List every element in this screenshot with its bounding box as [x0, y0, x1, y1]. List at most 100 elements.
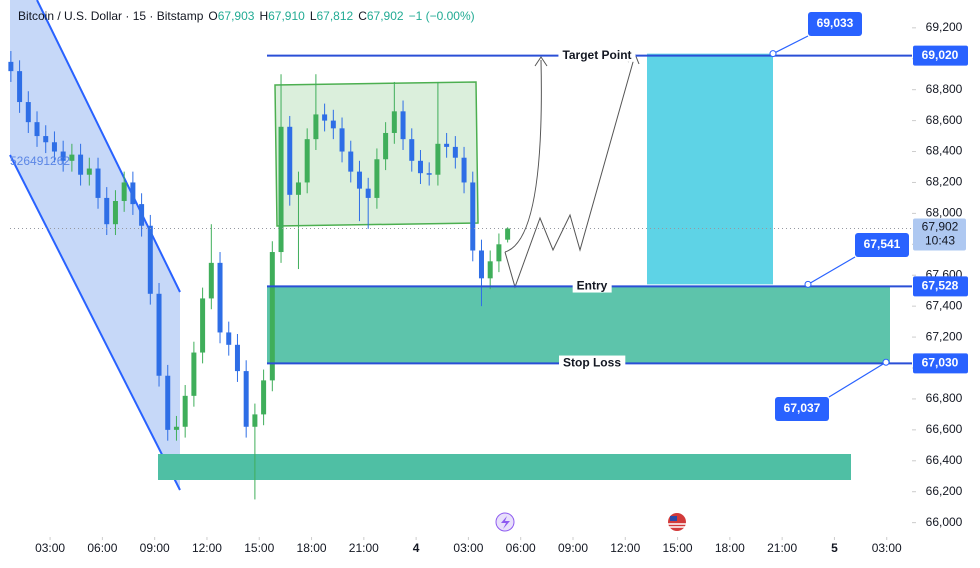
target-zone	[647, 53, 773, 285]
x-tick-label: 03:00	[872, 541, 902, 555]
candle-body	[60, 151, 66, 161]
overlay-text: 526491262	[10, 154, 70, 168]
candle-body	[269, 252, 275, 381]
x-tick-label: 09:00	[558, 541, 588, 555]
channel-fill	[10, 0, 180, 490]
level-name: Entry	[577, 279, 608, 293]
x-tick-label: 03:00	[453, 541, 483, 555]
candle-body	[252, 414, 258, 427]
ohlc-value: 67,910	[268, 9, 305, 23]
y-tick-label: 66,400	[926, 453, 963, 467]
x-tick-label: 03:00	[35, 541, 65, 555]
candle-body	[487, 261, 493, 279]
candle-body	[287, 126, 293, 195]
header: Bitcoin / U.S. Dollar · 15 · Bitstamp O67…	[18, 9, 475, 23]
candle-body	[304, 139, 310, 183]
candle-body	[25, 102, 31, 123]
level-name-bg	[558, 47, 636, 62]
candle-body	[339, 128, 345, 152]
support-zone	[158, 454, 851, 480]
y-tick-label: 67,200	[926, 329, 963, 343]
level-name-bg	[558, 355, 626, 370]
callout-line	[772, 35, 809, 55]
x-tick-label: 12:00	[610, 541, 640, 555]
entry-stop-zone	[267, 286, 890, 364]
price-tag	[913, 276, 968, 297]
x-tick-label: 15:00	[663, 541, 693, 555]
drawings	[9, 0, 890, 491]
candle-body	[112, 201, 118, 225]
candle-body	[391, 111, 397, 133]
ohlc-key: H	[259, 9, 268, 23]
x-tick-label: 06:00	[87, 541, 117, 555]
level-name-bg	[572, 278, 612, 293]
x-tick-label: 4	[413, 541, 420, 555]
x-tick-label: 06:00	[506, 541, 536, 555]
y-tick-label: 68,000	[926, 206, 963, 220]
candle-body	[470, 182, 476, 251]
callout-label: 67,037	[784, 401, 821, 415]
candle-body	[295, 182, 301, 195]
price-tag-label: 67,528	[922, 279, 959, 293]
level-name: Stop Loss	[563, 356, 621, 370]
x-tick-label: 21:00	[767, 541, 797, 555]
candle-body	[86, 168, 92, 175]
y-tick-label: 66,000	[926, 515, 963, 529]
event-icon-bolt	[501, 516, 510, 529]
candle-body	[348, 151, 354, 172]
candle-body	[496, 244, 502, 262]
x-tick-label: 15:00	[244, 541, 274, 555]
candle-body	[200, 298, 206, 353]
candle-body	[217, 262, 223, 333]
price-tag-label: 69,020	[922, 48, 959, 62]
candle-body	[365, 188, 371, 198]
candle-body	[226, 332, 232, 345]
candle-body	[243, 371, 249, 427]
y-tick-label: 68,200	[926, 175, 963, 189]
candle-body	[478, 250, 484, 279]
y-tick-label: 66,800	[926, 391, 963, 405]
candle-body	[261, 380, 267, 415]
y-tick-label: 67,400	[926, 298, 963, 312]
candle-body	[313, 114, 319, 140]
ohlc-value: 67,903	[218, 9, 255, 23]
callout-box	[855, 233, 909, 257]
candle-body	[191, 352, 197, 396]
candle-body	[165, 375, 171, 430]
callout-box	[808, 12, 862, 36]
callout-label: 67,541	[864, 237, 901, 251]
candle-body	[139, 204, 145, 226]
candle-body	[34, 122, 40, 137]
candle-body	[461, 157, 467, 183]
candle-body	[182, 395, 188, 427]
candle-body	[156, 293, 162, 376]
current-price-tag	[913, 218, 966, 251]
projection-arrow	[504, 59, 542, 253]
candles	[8, 51, 511, 500]
callout-line	[807, 256, 856, 285]
ohlc-key: L	[310, 9, 317, 23]
candle-body	[435, 143, 441, 175]
x-tick-label: 18:00	[297, 541, 327, 555]
candle-body	[400, 111, 406, 140]
candle-body	[330, 120, 336, 129]
channel-line	[9, 154, 181, 491]
x-tick-label: 5	[831, 541, 838, 555]
candle-body	[104, 197, 110, 225]
y-tick-label: 68,400	[926, 144, 963, 158]
flag-icon-canton	[670, 516, 677, 521]
candle-body	[383, 132, 389, 160]
x-tick-label: 09:00	[140, 541, 170, 555]
candle-body	[8, 61, 14, 72]
ohlc-key: O	[208, 9, 217, 23]
y-tick-label: 66,200	[926, 484, 963, 498]
callout-anchor	[804, 280, 812, 288]
candle-body	[17, 71, 23, 103]
candle-body	[322, 114, 328, 121]
price-tag	[913, 45, 968, 66]
candle-body	[278, 126, 284, 253]
candle-body	[426, 173, 432, 175]
x-tick-label: 18:00	[715, 541, 745, 555]
flag-icon[interactable]	[668, 513, 686, 531]
